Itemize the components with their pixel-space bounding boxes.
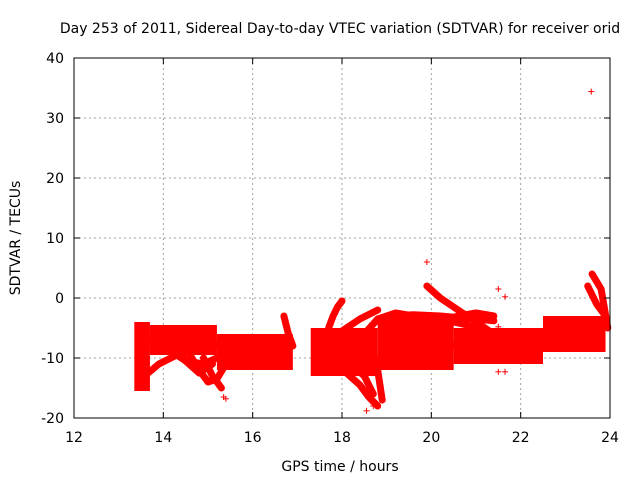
data-point bbox=[222, 395, 229, 402]
data-point bbox=[588, 88, 595, 95]
y-axis-label: SDTVAR / TECUs bbox=[8, 181, 24, 296]
data-trace bbox=[186, 351, 230, 386]
data-point bbox=[495, 286, 502, 292]
data-trace bbox=[427, 336, 516, 353]
data-trace bbox=[436, 315, 493, 338]
data-point bbox=[495, 323, 502, 330]
y-tick-label: 10 bbox=[46, 231, 64, 247]
data-point bbox=[363, 407, 370, 414]
data-band bbox=[543, 316, 606, 352]
data-trace bbox=[588, 270, 612, 332]
x-tick-label: 14 bbox=[154, 430, 172, 446]
axes: 12 14 16 18 20 22 24 -20 -10 0 10 20 30 40 bbox=[41, 51, 619, 446]
data-point bbox=[495, 368, 502, 375]
data-point bbox=[502, 293, 509, 300]
data-trace bbox=[365, 336, 386, 404]
y-tick-label: 40 bbox=[46, 51, 64, 67]
y-tick-label: 0 bbox=[55, 291, 64, 307]
y-tick-label: -10 bbox=[41, 351, 64, 367]
data-point bbox=[370, 400, 377, 407]
x-tick-label: 16 bbox=[244, 430, 262, 446]
data-trace bbox=[325, 297, 346, 332]
x-tick-label: 12 bbox=[65, 430, 83, 446]
data-point bbox=[490, 358, 497, 364]
y-tick-label: -20 bbox=[41, 411, 64, 427]
x-tick-label: 24 bbox=[601, 430, 619, 446]
data-point bbox=[502, 368, 509, 375]
x-tick-label: 18 bbox=[333, 430, 351, 446]
data-trace bbox=[280, 312, 297, 350]
data-trace bbox=[316, 336, 377, 398]
data-trace bbox=[137, 339, 234, 383]
data-trace bbox=[200, 354, 225, 392]
data-trace bbox=[320, 306, 382, 350]
y-tick-label: 30 bbox=[46, 111, 64, 127]
data-points bbox=[134, 88, 612, 414]
data-point bbox=[423, 259, 430, 265]
x-tick-label: 22 bbox=[512, 430, 530, 446]
chart-title: Day 253 of 2011, Sidereal Day-to-day VTE… bbox=[60, 21, 620, 37]
data-trace bbox=[423, 282, 498, 338]
x-tick-label: 20 bbox=[422, 430, 440, 446]
x-axis-label: GPS time / hours bbox=[281, 459, 398, 475]
y-tick-label: 20 bbox=[46, 171, 64, 187]
data-point bbox=[363, 370, 370, 376]
data-trace bbox=[311, 348, 382, 410]
plot-area-frame bbox=[73, 57, 611, 419]
